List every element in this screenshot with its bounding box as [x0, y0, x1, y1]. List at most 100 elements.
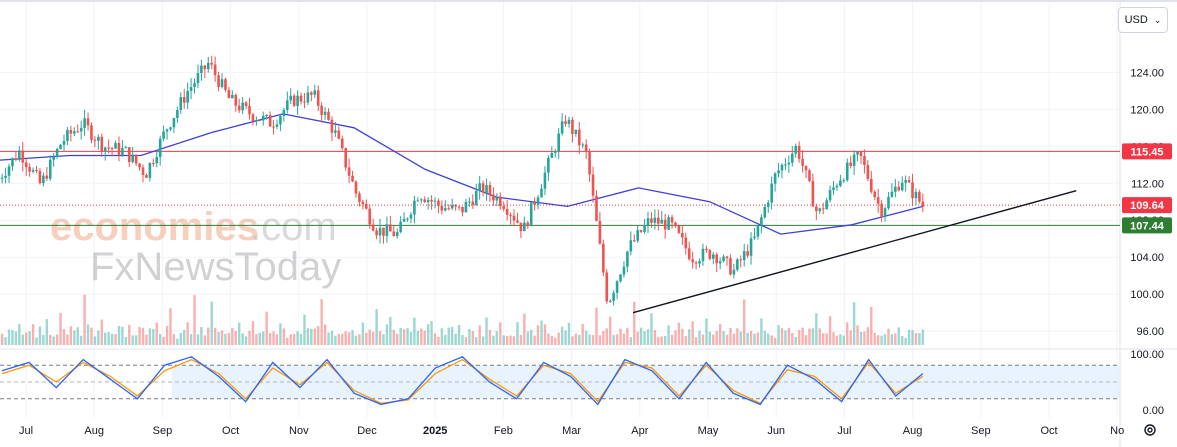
candle-body — [887, 196, 890, 209]
volume-bar — [629, 337, 633, 345]
candle-body — [258, 120, 262, 122]
candle-body — [330, 119, 334, 133]
volume-bar — [622, 333, 626, 345]
price-tick-label: 100.00 — [1130, 289, 1164, 301]
candle-body — [498, 196, 502, 207]
candle-body — [313, 90, 317, 95]
volume-bar — [396, 333, 399, 345]
settings-button[interactable] — [1140, 420, 1160, 440]
candle-body — [863, 156, 866, 166]
volume-bar — [203, 335, 207, 345]
candle-body — [340, 138, 344, 149]
volume-bar — [134, 335, 138, 345]
volume-bar — [444, 334, 447, 345]
candle-body — [152, 163, 155, 165]
candle-body — [718, 261, 722, 264]
volume-bar — [495, 331, 499, 345]
volume-bar — [258, 332, 262, 345]
watermark-fxnewstoday: FxNewsToday — [90, 245, 341, 289]
volume-bar — [375, 309, 378, 345]
price-tick-label: 124.00 — [1130, 67, 1164, 79]
candle-body — [557, 133, 560, 152]
candle-body — [581, 144, 585, 146]
candle-body — [334, 130, 337, 133]
trendline[interactable] — [632, 189, 1077, 314]
volume-bar — [186, 322, 189, 345]
time-tick-label: May — [698, 425, 719, 437]
volume-bar — [176, 338, 179, 345]
candle-body — [681, 232, 684, 238]
candle-body — [636, 230, 639, 241]
volume-bar — [718, 323, 722, 345]
candle-body — [835, 185, 839, 188]
volume-bar — [670, 334, 674, 345]
volume-bar — [567, 322, 571, 345]
candle-body — [660, 219, 664, 224]
volume-bar — [540, 320, 543, 345]
currency-selector[interactable]: USD ⌄ — [1118, 7, 1168, 33]
candle-body — [265, 115, 268, 117]
candle-body — [914, 191, 918, 199]
candle-body — [811, 181, 815, 207]
candle-body — [918, 191, 921, 202]
candle-body — [299, 95, 303, 102]
candle-body — [430, 199, 433, 202]
volume-bar — [306, 328, 310, 345]
volume-bar — [25, 332, 28, 345]
candle-body — [203, 65, 207, 70]
candle-body — [488, 185, 492, 195]
candle-body — [426, 199, 430, 203]
candle-body — [358, 193, 361, 202]
volume-bar — [337, 333, 341, 345]
volume-bar — [698, 330, 701, 345]
candle-body — [711, 254, 715, 259]
candle-body — [821, 208, 825, 210]
volume-bar — [158, 334, 162, 345]
volume-bar — [749, 330, 753, 345]
volume-bar — [183, 329, 186, 345]
volume-bar — [440, 328, 444, 345]
candle-body — [533, 202, 536, 205]
candle-body — [66, 129, 69, 141]
volume-bars — [0, 294, 925, 345]
volume-bar — [155, 322, 158, 345]
candle-body — [732, 269, 736, 275]
candle-body — [292, 95, 296, 106]
horizontal-levels — [0, 150, 1120, 226]
candle-body — [650, 218, 653, 223]
volume-bar — [66, 334, 69, 345]
volume-bar — [227, 333, 231, 345]
candle-body — [756, 225, 760, 237]
candle-body — [365, 203, 368, 209]
candle-body — [86, 118, 90, 126]
volume-bar — [605, 328, 608, 345]
time-axis[interactable]: Jul Aug Sep Oct Nov Dec 2025 Feb Mar Apr May Jun Jul… — [19, 425, 1124, 437]
volume-bar — [715, 331, 718, 345]
candle-body — [42, 175, 45, 184]
candle-body — [839, 180, 842, 186]
volume-bar — [358, 334, 361, 345]
volume-bar — [633, 301, 636, 345]
candle-body — [832, 187, 835, 191]
candle-body — [450, 204, 454, 209]
candle-body — [904, 180, 907, 183]
stochastic-axis: 100.00 0.00 — [1130, 349, 1164, 417]
candle-body — [155, 157, 159, 164]
volume-bar — [471, 331, 474, 345]
candle-body — [227, 89, 231, 99]
candle-body — [471, 201, 475, 205]
price-tag-115.45 — [1122, 143, 1172, 160]
volume-bar — [248, 330, 251, 345]
volume-bar — [265, 311, 268, 345]
candle-body — [213, 64, 217, 76]
volume-bar — [354, 335, 358, 345]
candle-body — [378, 227, 382, 236]
volume-bar — [437, 336, 440, 345]
candle-body — [279, 115, 282, 125]
time-tick-label: Sep — [153, 425, 173, 437]
candle-body — [189, 87, 193, 91]
stochastic-tick-label: 100.00 — [1130, 349, 1164, 361]
candle-body — [62, 140, 66, 145]
volume-bar — [162, 336, 165, 345]
